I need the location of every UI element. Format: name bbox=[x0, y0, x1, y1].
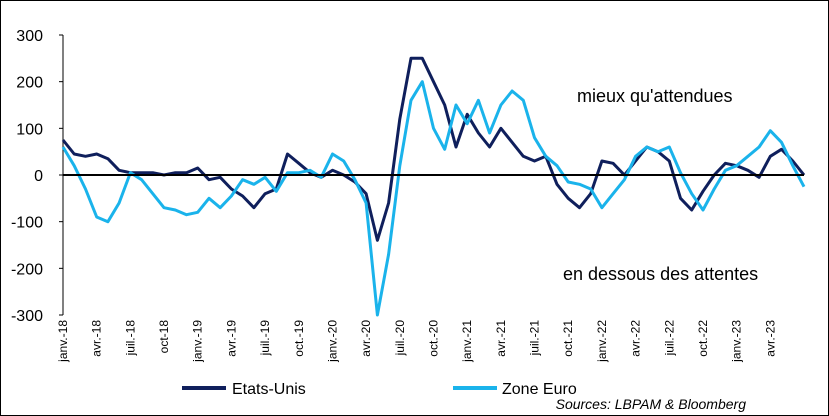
x-tick-label: avr.-22 bbox=[629, 320, 643, 357]
x-axis: janv.-18 avr.-18 juil.-18 oct-18 janv.-19 avr… bbox=[56, 320, 777, 363]
series-layer bbox=[61, 56, 806, 317]
y-tick-label: 0 bbox=[34, 168, 43, 185]
legend: Etats-Unis Zone Euro bbox=[182, 381, 577, 398]
x-tick-label: juil.-18 bbox=[123, 320, 137, 357]
series-line-zone-euro bbox=[61, 80, 806, 317]
x-tick-label: avr.-23 bbox=[763, 320, 777, 357]
annotation-above: mieux qu'attendues bbox=[577, 86, 733, 106]
x-tick-label: avr.-18 bbox=[90, 320, 104, 357]
y-tick-label: 100 bbox=[16, 121, 43, 138]
x-tick-label: oct.-21 bbox=[561, 320, 575, 357]
x-tick-label: avr.-21 bbox=[494, 320, 508, 357]
y-tick-label: -100 bbox=[11, 215, 43, 232]
x-tick-label: oct.-19 bbox=[292, 320, 306, 357]
x-tick-label: oct.-22 bbox=[696, 320, 710, 357]
x-tick-label: juil.-22 bbox=[662, 320, 676, 357]
y-tick-label: -300 bbox=[11, 308, 43, 325]
x-tick-label: juil.-21 bbox=[528, 320, 542, 357]
x-tick-label: avr.-19 bbox=[224, 320, 238, 357]
x-tick-label: janv.-22 bbox=[595, 320, 609, 363]
x-tick-label: janv.-21 bbox=[460, 320, 474, 363]
y-tick-label: -200 bbox=[11, 261, 43, 278]
x-tick-label: juil.-20 bbox=[393, 320, 407, 357]
x-tick-label: janv.-18 bbox=[56, 320, 70, 363]
legend-label-zone-euro: Zone Euro bbox=[502, 381, 577, 398]
source-note: Sources: LBPAM & Bloomberg bbox=[556, 396, 747, 412]
series-line-etats-unis bbox=[61, 56, 806, 242]
y-axis: 300 200 100 0 -100 -200 -300 bbox=[11, 28, 64, 325]
y-tick-label: 300 bbox=[16, 28, 43, 45]
x-tick-label: janv.-20 bbox=[325, 320, 339, 363]
annotation-below: en dessous des attentes bbox=[563, 264, 758, 284]
x-tick-label: oct-18 bbox=[157, 320, 171, 354]
x-tick-label: juil.-19 bbox=[258, 320, 272, 357]
x-tick-label: oct.-20 bbox=[427, 320, 441, 357]
legend-label-etats-unis: Etats-Unis bbox=[232, 381, 306, 398]
x-tick-label: avr.-20 bbox=[359, 320, 373, 357]
y-tick-label: 200 bbox=[16, 75, 43, 92]
x-tick-label: janv.-23 bbox=[730, 320, 744, 363]
x-tick-label: janv.-19 bbox=[191, 320, 205, 363]
